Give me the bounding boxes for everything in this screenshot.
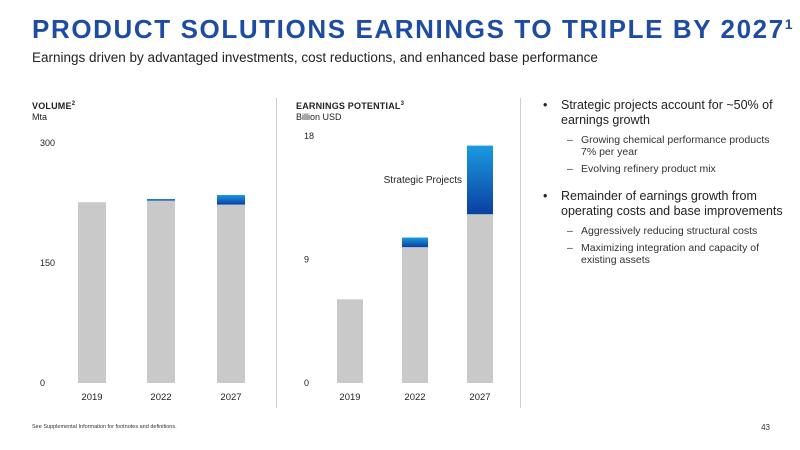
dash-icon: – (567, 242, 573, 254)
y-tick-label: 300 (40, 138, 55, 148)
page-subtitle: Earnings driven by advantaged investment… (32, 50, 598, 65)
bar-strategic-increment (147, 199, 175, 201)
chart-divider-right (520, 98, 521, 408)
sub-bullet-item: – Growing chemical performance products 7… (539, 134, 784, 158)
bullet-group: • Strategic projects account for ~50% of … (539, 98, 784, 175)
dash-icon: – (567, 134, 573, 146)
bar-base (147, 200, 175, 383)
y-tick-label: 9 (304, 255, 309, 265)
series-label: Strategic Projects (384, 175, 462, 186)
sub-bullet-item: – Evolving refinery product mix (539, 163, 784, 175)
bullet-item: • Strategic projects account for ~50% of … (539, 98, 784, 128)
bullet-list: • Strategic projects account for ~50% of … (539, 98, 784, 280)
dash-icon: – (567, 225, 573, 237)
bullet-text: Remainder of earnings growth from operat… (561, 189, 783, 218)
sub-bullet-text: Aggressively reducing structural costs (581, 225, 758, 237)
footnote: See Supplemental Information for footnot… (32, 424, 177, 430)
x-tick-label: 2022 (150, 392, 171, 403)
sub-bullet-item: – Aggressively reducing structural costs (539, 225, 784, 237)
y-tick-label: 18 (304, 131, 314, 141)
y-tick-label: 0 (40, 378, 45, 388)
x-tick-label: 2027 (469, 392, 490, 403)
earnings-chart-title-text: EARNINGS POTENTIAL (296, 101, 401, 111)
bar-base (467, 214, 493, 383)
bullet-dot-icon: • (543, 189, 548, 203)
earnings-chart-unit: Billion USD (296, 112, 342, 122)
bar-strategic-increment (402, 237, 428, 248)
bar-strategic-increment (467, 145, 493, 215)
bullet-text: Strategic projects account for ~50% of e… (561, 98, 773, 127)
earnings-chart-title: EARNINGS POTENTIAL3 (296, 101, 404, 111)
x-tick-label: 2019 (339, 392, 360, 403)
y-tick-label: 150 (40, 258, 55, 268)
title-footnote-marker: 1 (784, 16, 793, 32)
bullet-item: • Remainder of earnings growth from opera… (539, 189, 784, 219)
volume-chart-title: VOLUME2 (32, 101, 75, 111)
x-tick-label: 2022 (404, 392, 425, 403)
volume-chart-title-text: VOLUME (32, 101, 72, 111)
title-text: PRODUCT SOLUTIONS EARNINGS TO TRIPLE BY … (32, 14, 785, 44)
bar-base (217, 204, 245, 383)
bullet-group: • Remainder of earnings growth from opera… (539, 189, 784, 266)
sub-bullet-text: Growing chemical performance products 7%… (581, 134, 770, 158)
x-tick-label: 2019 (81, 392, 102, 403)
sub-bullet-text: Evolving refinery product mix (581, 163, 716, 175)
sub-bullet-item: – Maximizing integration and capacity of … (539, 242, 784, 266)
page-title: PRODUCT SOLUTIONS EARNINGS TO TRIPLE BY … (32, 14, 793, 45)
x-tick-label: 2027 (220, 392, 241, 403)
chart-divider-left (276, 98, 277, 408)
bar-strategic-increment (217, 195, 245, 205)
earnings-title-footnote-marker: 3 (400, 101, 405, 107)
page-number: 43 (761, 423, 770, 432)
sub-bullet-text: Maximizing integration and capacity of e… (581, 242, 760, 266)
bar-base (78, 202, 106, 383)
bar-base (402, 247, 428, 383)
y-tick-label: 0 (304, 378, 309, 388)
dash-icon: – (567, 163, 573, 175)
volume-title-footnote-marker: 2 (71, 101, 76, 107)
bullet-dot-icon: • (543, 98, 548, 112)
volume-chart-unit: Mta (32, 112, 48, 122)
bar-base (337, 299, 363, 383)
